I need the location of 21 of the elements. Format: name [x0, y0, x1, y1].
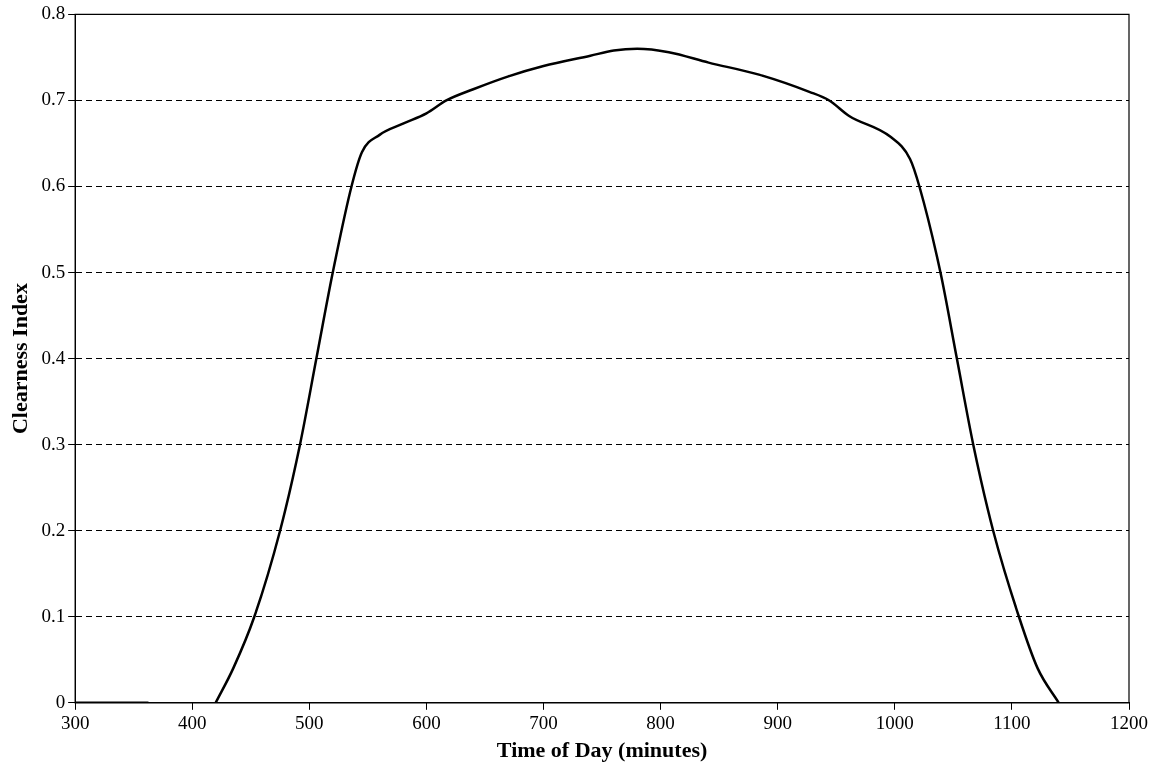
x-tick-label: 700 [529, 712, 558, 734]
y-tick-label: 0.4 [41, 346, 66, 368]
y-tick-label: 0.5 [41, 260, 66, 282]
x-tick-label: 800 [646, 712, 675, 734]
x-tick-label: 1100 [993, 712, 1031, 734]
x-tick-label: 500 [295, 712, 324, 734]
x-tick-label: 1000 [875, 712, 914, 734]
y-tick-label: 0.7 [41, 88, 66, 110]
y-tick-label: 0 [55, 690, 66, 712]
x-tick-label: 400 [177, 712, 207, 734]
y-tick-label: 0.6 [41, 174, 66, 196]
y-tick-label: 0.8 [41, 2, 66, 24]
y-axis-title: Clearness Index [6, 283, 32, 435]
y-tick-label: 0.1 [41, 604, 66, 626]
x-axis-title: Time of Day (minutes) [496, 737, 708, 763]
x-tick-label: 600 [412, 712, 441, 734]
x-tick-label: 1200 [1110, 712, 1148, 734]
y-tick-label: 0.2 [41, 518, 66, 540]
x-tick-label: 300 [60, 712, 90, 734]
y-tick-label: 0.3 [41, 432, 66, 454]
x-tick-label: 900 [763, 712, 792, 734]
